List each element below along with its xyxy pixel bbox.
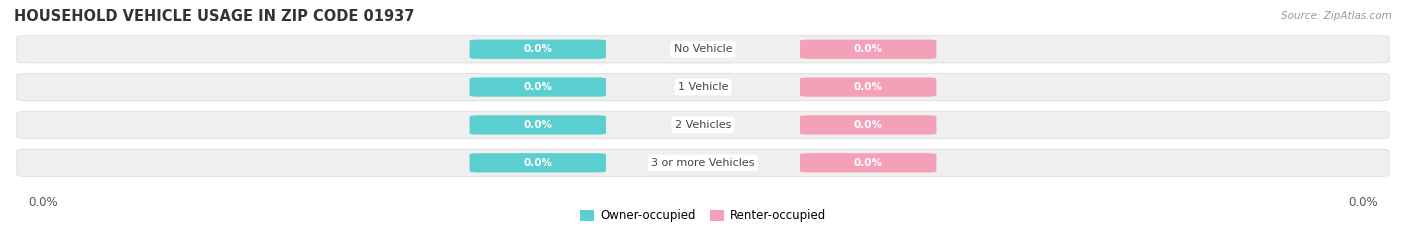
Text: 0.0%: 0.0% — [523, 120, 553, 130]
FancyBboxPatch shape — [800, 115, 936, 135]
Legend: Owner-occupied, Renter-occupied: Owner-occupied, Renter-occupied — [575, 205, 831, 227]
Text: 0.0%: 0.0% — [853, 120, 883, 130]
Text: 0.0%: 0.0% — [28, 196, 58, 209]
FancyBboxPatch shape — [17, 36, 1389, 63]
Text: 0.0%: 0.0% — [523, 44, 553, 54]
Text: 2 Vehicles: 2 Vehicles — [675, 120, 731, 130]
Text: Source: ZipAtlas.com: Source: ZipAtlas.com — [1281, 11, 1392, 21]
Text: 0.0%: 0.0% — [523, 158, 553, 168]
Text: 0.0%: 0.0% — [853, 44, 883, 54]
Text: 0.0%: 0.0% — [853, 158, 883, 168]
FancyBboxPatch shape — [800, 40, 936, 59]
FancyBboxPatch shape — [470, 115, 606, 135]
FancyBboxPatch shape — [17, 111, 1389, 139]
FancyBboxPatch shape — [800, 77, 936, 97]
Text: 1 Vehicle: 1 Vehicle — [678, 82, 728, 92]
Text: HOUSEHOLD VEHICLE USAGE IN ZIP CODE 01937: HOUSEHOLD VEHICLE USAGE IN ZIP CODE 0193… — [14, 9, 415, 24]
FancyBboxPatch shape — [17, 73, 1389, 101]
FancyBboxPatch shape — [470, 77, 606, 97]
Text: No Vehicle: No Vehicle — [673, 44, 733, 54]
Text: 0.0%: 0.0% — [523, 82, 553, 92]
FancyBboxPatch shape — [470, 40, 606, 59]
Text: 0.0%: 0.0% — [853, 82, 883, 92]
FancyBboxPatch shape — [470, 153, 606, 172]
Text: 0.0%: 0.0% — [1348, 196, 1378, 209]
Text: 3 or more Vehicles: 3 or more Vehicles — [651, 158, 755, 168]
FancyBboxPatch shape — [17, 149, 1389, 176]
FancyBboxPatch shape — [800, 153, 936, 172]
